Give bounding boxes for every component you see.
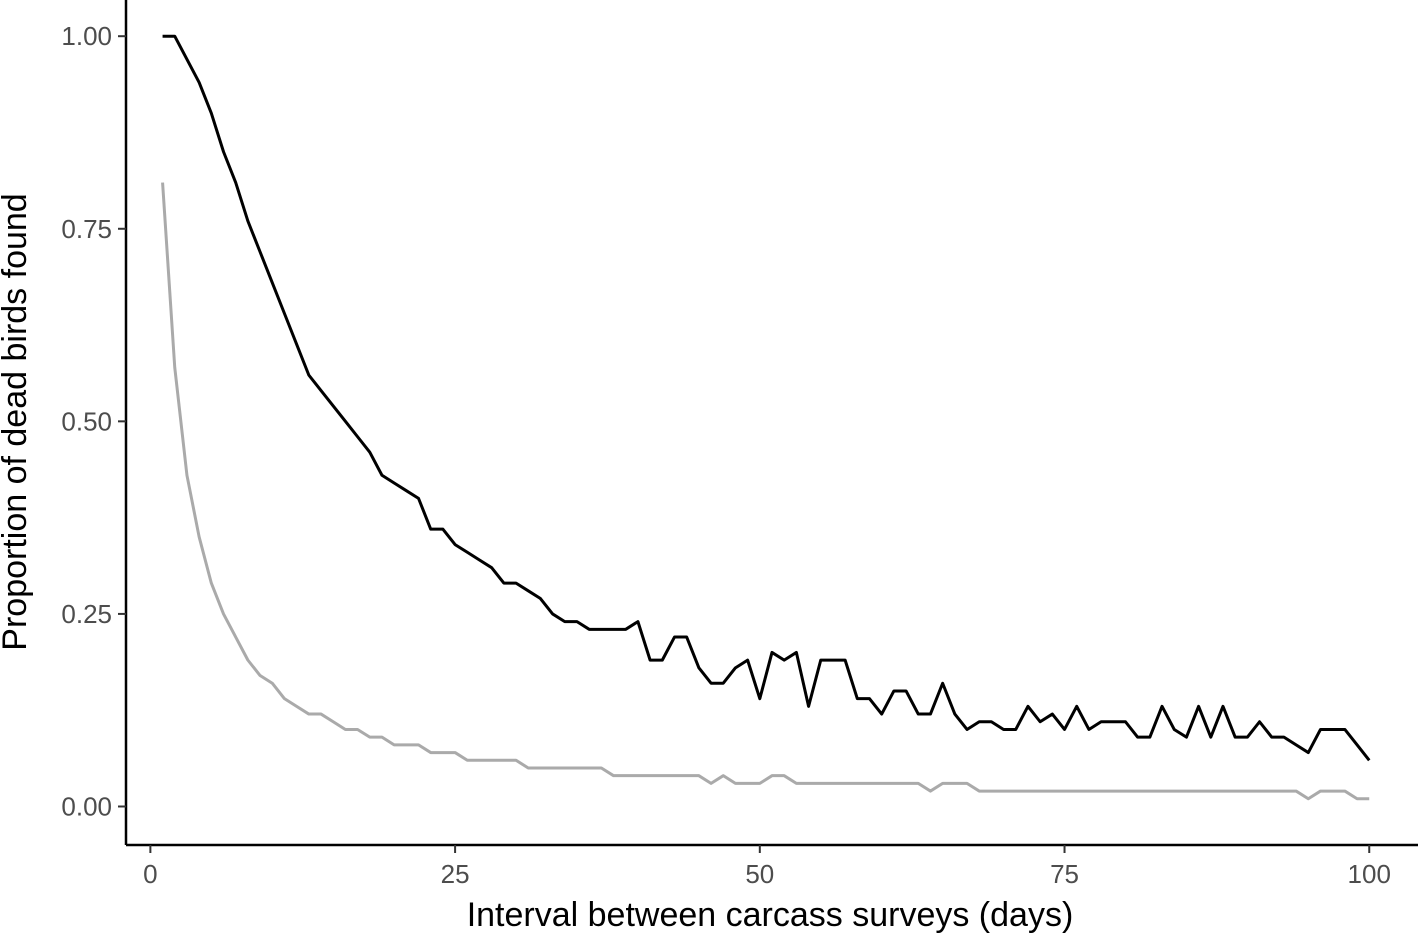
series-line-gray [161, 182, 1370, 801]
y-tick-label: 0.25 [61, 599, 112, 629]
x-tick-label: 50 [745, 859, 774, 889]
y-axis-title: Proportion of dead birds found [0, 193, 34, 650]
y-ticks: 0.00 0.25 0.50 0.75 1.00 [61, 21, 126, 821]
y-tick-label: 0.50 [61, 406, 112, 436]
x-tick-label: 100 [1348, 859, 1391, 889]
y-tick-label: 1.00 [61, 21, 112, 51]
x-tick-label: 25 [441, 859, 470, 889]
series-line-black [162, 34, 1371, 762]
y-tick-label: 0.00 [61, 791, 112, 821]
series-lines [161, 34, 1371, 801]
x-ticks: 0 25 50 75 100 [143, 845, 1391, 889]
x-tick-label: 0 [143, 859, 157, 889]
x-axis-title: Interval between carcass surveys (days) [467, 896, 1074, 933]
x-tick-label: 75 [1050, 859, 1079, 889]
y-tick-label: 0.75 [61, 214, 112, 244]
